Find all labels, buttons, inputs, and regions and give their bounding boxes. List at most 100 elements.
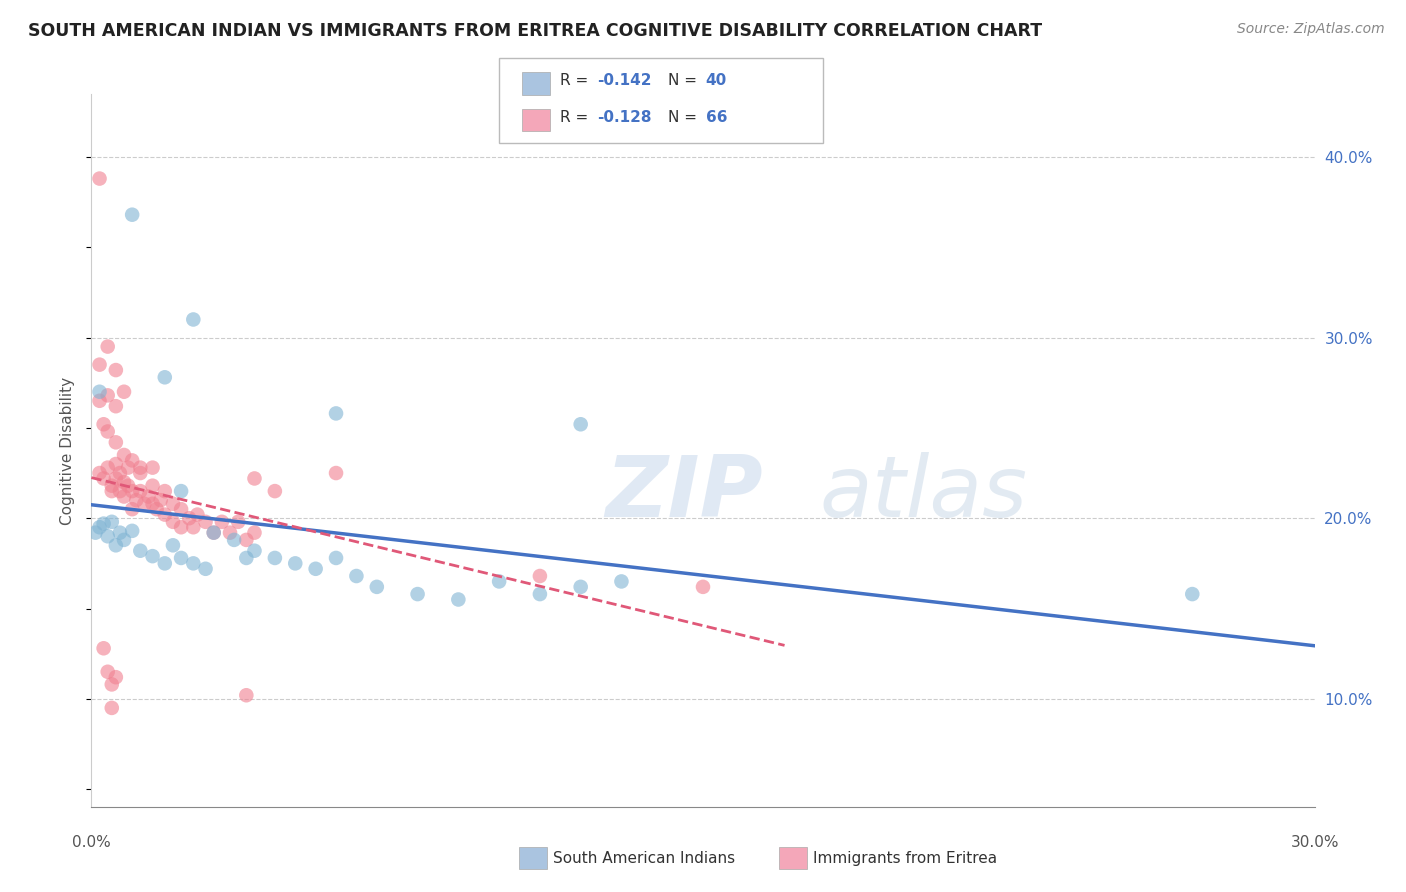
Point: [170, 502, 193, 516]
Y-axis label: Cognitive Disability: Cognitive Disability: [60, 376, 76, 524]
Point: [89, 393, 111, 408]
Point: [170, 484, 193, 499]
Point: [93, 641, 115, 656]
Point: [108, 484, 131, 499]
Text: -0.142: -0.142: [598, 73, 652, 88]
Text: South American Indians: South American Indians: [553, 852, 735, 866]
Point: [170, 520, 193, 534]
Text: 66: 66: [706, 110, 727, 125]
Point: [366, 580, 388, 594]
Point: [346, 569, 368, 583]
Point: [243, 525, 266, 540]
Point: [101, 478, 124, 492]
Text: N =: N =: [668, 73, 702, 88]
Point: [101, 701, 124, 715]
Point: [104, 435, 127, 450]
Point: [149, 493, 172, 508]
Text: R =: R =: [560, 73, 593, 88]
Point: [235, 533, 257, 547]
Point: [194, 562, 217, 576]
Point: [219, 525, 242, 540]
Text: R =: R =: [560, 110, 593, 125]
Point: [89, 358, 111, 372]
Point: [129, 466, 152, 480]
Point: [186, 508, 208, 522]
Point: [179, 511, 201, 525]
Point: [101, 677, 124, 691]
Point: [101, 484, 124, 499]
Point: [153, 370, 176, 384]
Text: -0.128: -0.128: [598, 110, 652, 125]
Point: [202, 525, 225, 540]
Point: [129, 460, 152, 475]
Point: [284, 557, 307, 571]
Point: [226, 515, 249, 529]
Point: [129, 543, 152, 558]
Point: [141, 460, 163, 475]
Point: [447, 592, 470, 607]
Point: [129, 484, 152, 499]
Point: [89, 384, 111, 399]
Text: Source: ZipAtlas.com: Source: ZipAtlas.com: [1237, 22, 1385, 37]
Point: [569, 580, 592, 594]
Point: [264, 551, 287, 566]
Text: N =: N =: [668, 110, 702, 125]
Point: [117, 478, 139, 492]
Point: [153, 508, 176, 522]
Point: [488, 574, 510, 589]
Point: [170, 551, 193, 566]
Point: [134, 497, 156, 511]
Point: [211, 515, 233, 529]
Point: [162, 497, 184, 511]
Point: [104, 363, 127, 377]
Point: [153, 484, 176, 499]
Point: [325, 406, 347, 420]
Point: [610, 574, 633, 589]
Point: [125, 493, 148, 508]
Point: [97, 425, 120, 439]
Point: [121, 502, 143, 516]
Point: [121, 453, 143, 467]
Point: [104, 399, 127, 413]
Point: [121, 484, 143, 499]
Point: [141, 549, 163, 563]
Point: [108, 466, 131, 480]
Point: [529, 587, 551, 601]
Point: [183, 312, 205, 326]
Point: [112, 384, 135, 399]
Point: [112, 475, 135, 489]
Point: [97, 340, 120, 354]
Point: [97, 665, 120, 679]
Point: [89, 171, 111, 186]
Point: [243, 543, 266, 558]
Point: [112, 490, 135, 504]
Point: [101, 515, 124, 529]
Point: [104, 670, 127, 684]
Point: [235, 688, 257, 702]
Text: 30.0%: 30.0%: [1291, 836, 1339, 850]
Point: [202, 525, 225, 540]
Point: [569, 417, 592, 432]
Point: [84, 525, 107, 540]
Point: [692, 580, 714, 594]
Point: [97, 529, 120, 543]
Point: [97, 460, 120, 475]
Point: [97, 388, 120, 402]
Point: [112, 533, 135, 547]
Point: [145, 502, 167, 516]
Point: [112, 448, 135, 462]
Point: [121, 524, 143, 538]
Point: [93, 471, 115, 485]
Point: [235, 551, 257, 566]
Point: [89, 466, 111, 480]
Point: [325, 466, 347, 480]
Point: [183, 557, 205, 571]
Point: [406, 587, 429, 601]
Point: [194, 515, 217, 529]
Text: 40: 40: [706, 73, 727, 88]
Point: [529, 569, 551, 583]
Point: [104, 471, 127, 485]
Text: SOUTH AMERICAN INDIAN VS IMMIGRANTS FROM ERITREA COGNITIVE DISABILITY CORRELATIO: SOUTH AMERICAN INDIAN VS IMMIGRANTS FROM…: [28, 22, 1042, 40]
Point: [153, 557, 176, 571]
Point: [89, 520, 111, 534]
